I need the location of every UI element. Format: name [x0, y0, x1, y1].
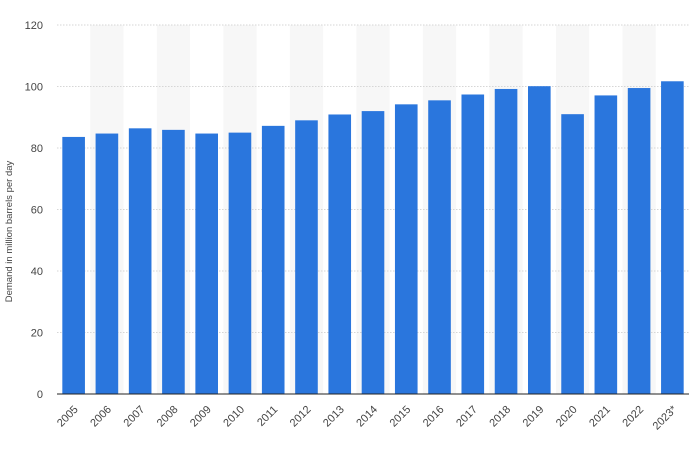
x-tick-labels: 2005 2006 2007 2008 2009 2010 2011 2012 2013 2014… [55, 403, 680, 432]
x-tick-label: 2012 [288, 404, 314, 430]
bar-2007 [128, 128, 152, 394]
bar-2013 [328, 114, 352, 395]
bars [62, 81, 684, 395]
y-tick-label: 120 [25, 20, 43, 32]
bar-2005 [62, 136, 85, 394]
x-tick-label: 2007 [121, 404, 147, 430]
y-tick-label: 40 [31, 266, 43, 278]
x-tick-label: 2021 [587, 404, 613, 430]
bar-2017 [461, 94, 485, 395]
bar-2010 [228, 132, 252, 394]
x-tick-label: 2006 [88, 404, 114, 430]
bar-2006 [95, 133, 119, 395]
x-tick-label: 2015 [388, 404, 414, 430]
bar-2023 [661, 81, 684, 395]
x-tick-label: 2011 [255, 404, 280, 429]
y-tick-label: 0 [37, 389, 43, 401]
y-axis-title: Demand in million barrels per day [4, 161, 15, 303]
x-tick-label: 2013 [321, 404, 347, 430]
x-tick-label: 2017 [454, 404, 480, 430]
x-tick-label: 2022 [620, 404, 646, 430]
y-tick-label: 100 [25, 82, 43, 94]
x-tick-label: 2008 [155, 404, 181, 430]
x-tick-label: 2014 [354, 404, 380, 430]
bar-2012 [295, 120, 318, 394]
bar-2011 [261, 125, 285, 395]
bar-2009 [195, 133, 218, 395]
bar-2021 [594, 95, 618, 394]
bar-2019 [528, 86, 551, 394]
x-tick-label: 2009 [188, 404, 214, 430]
bar-2008 [162, 129, 185, 395]
bar-2014 [361, 111, 385, 394]
x-tick-label: 2020 [554, 404, 580, 430]
x-tick-label: 2010 [221, 404, 247, 430]
x-tick-label: 2005 [55, 404, 81, 430]
bar-2015 [394, 104, 418, 395]
bar-2018 [494, 88, 518, 395]
x-tick-label: 2018 [487, 404, 513, 430]
y-tick-label: 80 [31, 143, 43, 155]
bar-2016 [428, 100, 451, 395]
y-tick-label: 20 [31, 328, 43, 340]
x-tick-label: 2023* [651, 403, 680, 432]
x-tick-label: 2019 [521, 404, 547, 430]
bar-2022 [627, 88, 651, 394]
y-tick-label: 60 [31, 205, 43, 217]
y-tick-labels: 0 20 40 60 80 100 120 [25, 20, 43, 401]
bar-2020 [561, 114, 584, 395]
x-tick-label: 2016 [421, 404, 447, 430]
